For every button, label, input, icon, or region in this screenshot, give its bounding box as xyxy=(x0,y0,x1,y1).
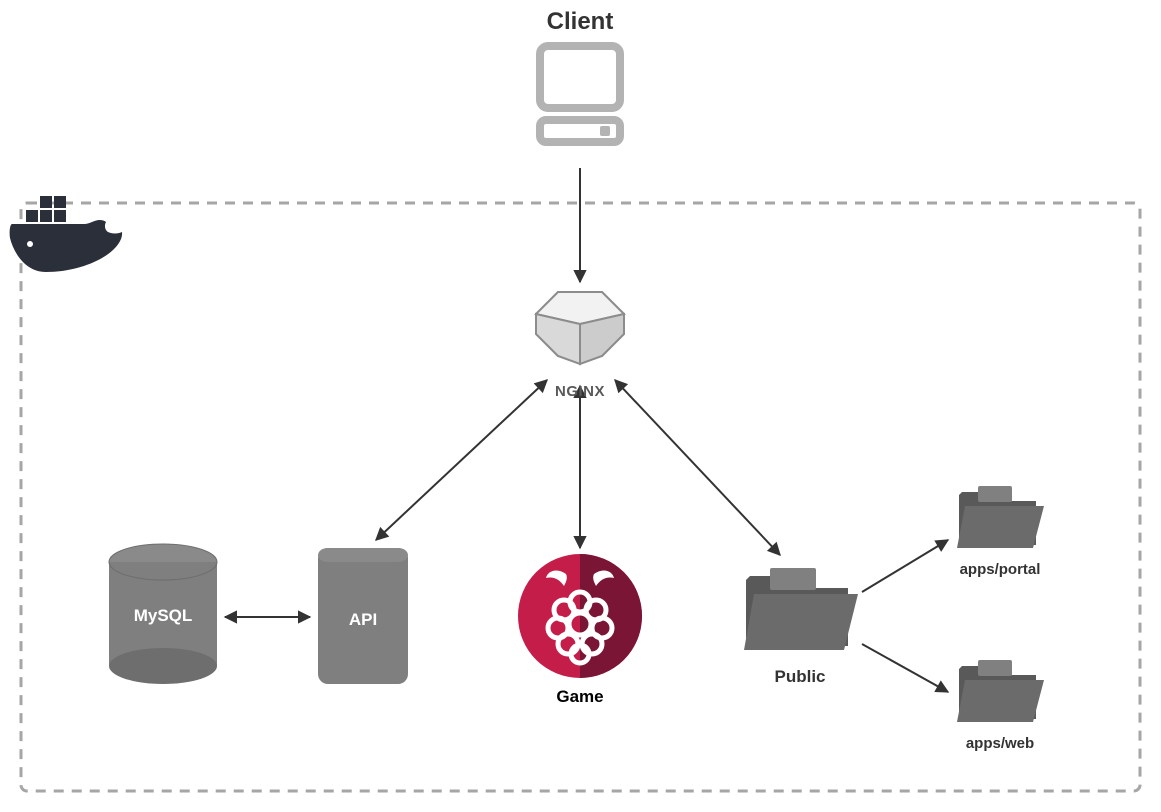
client-node: Client xyxy=(500,8,660,157)
mysql-node: MySQL xyxy=(106,542,220,693)
api-node: API xyxy=(316,544,410,695)
raspberry-pi-icon xyxy=(516,552,644,680)
docker-icon xyxy=(8,188,128,284)
computer-icon xyxy=(534,42,626,152)
public-label: Public xyxy=(740,667,860,687)
folder-icon xyxy=(954,478,1046,554)
game-node: Game xyxy=(516,552,644,707)
apps-web-label: apps/web xyxy=(952,735,1048,752)
folder-icon xyxy=(954,652,1046,728)
nginx-icon xyxy=(528,286,632,382)
folder-icon xyxy=(740,558,860,658)
game-label: Game xyxy=(554,687,605,707)
docker-icon-wrap xyxy=(8,188,128,289)
apps-portal-node: apps/portal xyxy=(952,478,1048,578)
nginx-node: NGINX xyxy=(528,286,632,400)
nginx-label: NGINX xyxy=(528,383,632,400)
api-label: API xyxy=(316,610,410,630)
mysql-label: MySQL xyxy=(106,606,220,626)
public-node: Public xyxy=(740,558,860,687)
apps-portal-label: apps/portal xyxy=(952,561,1048,578)
client-label: Client xyxy=(500,8,660,36)
apps-web-node: apps/web xyxy=(952,652,1048,752)
